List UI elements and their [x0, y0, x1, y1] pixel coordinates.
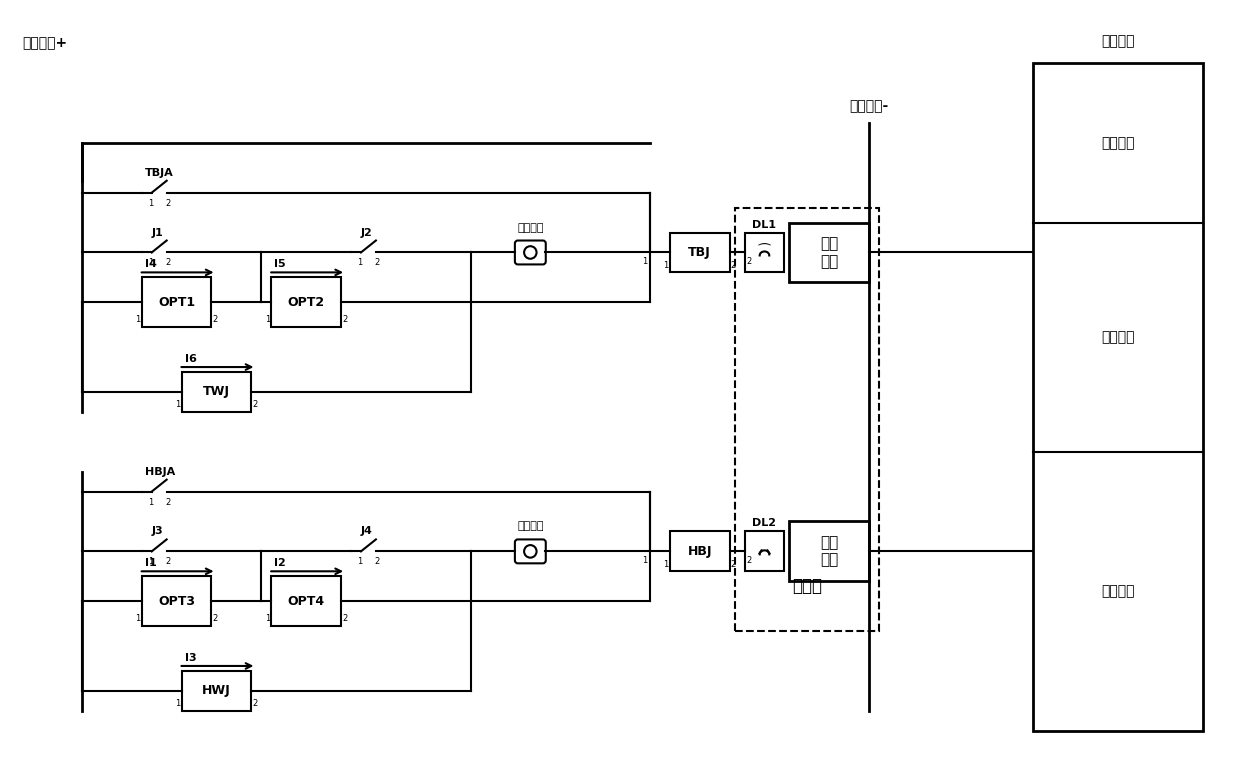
Text: 2: 2	[253, 699, 258, 708]
Text: DL2: DL2	[753, 518, 776, 529]
Text: 断路器: 断路器	[792, 578, 822, 595]
Text: 跳闸压板: 跳闸压板	[517, 223, 543, 232]
Text: 2: 2	[342, 315, 347, 324]
Text: 1: 1	[148, 498, 154, 507]
Text: 1: 1	[641, 258, 647, 267]
Text: 2: 2	[165, 557, 170, 566]
Text: J4: J4	[361, 527, 373, 536]
Bar	[790, 521, 869, 581]
Bar	[141, 277, 212, 327]
Text: 2: 2	[730, 261, 735, 271]
Text: TWJ: TWJ	[203, 386, 229, 399]
Text: 1: 1	[663, 261, 668, 271]
Text: 控制电源: 控制电源	[1101, 136, 1135, 150]
Bar	[1033, 63, 1203, 731]
FancyBboxPatch shape	[515, 539, 546, 563]
Text: 2: 2	[165, 199, 170, 208]
Text: OPT1: OPT1	[157, 296, 195, 309]
Text: 2: 2	[165, 258, 170, 267]
Text: HBJA: HBJA	[145, 466, 175, 477]
Text: 1: 1	[148, 557, 154, 566]
Text: 合闸
线圈: 合闸 线圈	[820, 535, 838, 568]
Text: 2: 2	[746, 556, 751, 565]
Text: 1: 1	[641, 556, 647, 565]
Bar	[272, 576, 341, 626]
Text: 1: 1	[265, 315, 270, 324]
Text: 2: 2	[342, 614, 347, 623]
Text: I3: I3	[185, 653, 196, 663]
Text: 1: 1	[148, 199, 154, 208]
Text: 控制电源: 控制电源	[1101, 34, 1135, 48]
Ellipse shape	[525, 545, 537, 558]
Text: 1: 1	[148, 258, 154, 267]
Text: TBJ: TBJ	[688, 246, 711, 259]
Bar	[670, 232, 729, 272]
Bar	[744, 531, 785, 572]
Text: 1: 1	[265, 614, 270, 623]
Text: I6: I6	[185, 354, 196, 364]
Text: 1: 1	[135, 315, 141, 324]
Text: I1: I1	[145, 559, 156, 568]
Text: HBJ: HBJ	[687, 545, 712, 558]
Bar	[744, 232, 785, 272]
Bar	[734, 207, 879, 631]
Ellipse shape	[525, 246, 537, 259]
Bar	[272, 277, 341, 327]
Bar	[790, 223, 869, 283]
Text: 跳闸回路: 跳闸回路	[1101, 330, 1135, 344]
Text: I2: I2	[274, 559, 286, 568]
Text: HWJ: HWJ	[202, 684, 231, 697]
Text: OPT3: OPT3	[159, 594, 195, 607]
Text: 1: 1	[175, 699, 181, 708]
Text: 2: 2	[212, 614, 218, 623]
Text: 合闸压板: 合闸压板	[517, 521, 543, 531]
Text: 2: 2	[730, 560, 735, 569]
Text: J2: J2	[361, 228, 373, 238]
Bar	[141, 576, 212, 626]
Bar	[181, 671, 252, 711]
Bar	[670, 531, 729, 572]
Text: 1: 1	[357, 557, 362, 566]
Text: 2: 2	[212, 315, 218, 324]
Text: ⁀: ⁀	[759, 245, 770, 260]
Text: I5: I5	[274, 259, 286, 270]
Text: 1: 1	[135, 614, 141, 623]
Text: 1: 1	[663, 560, 668, 569]
Text: I4: I4	[145, 259, 156, 270]
Text: 1: 1	[357, 258, 362, 267]
Text: 1: 1	[175, 400, 181, 409]
Text: 2: 2	[374, 258, 379, 267]
Text: 操作电源+: 操作电源+	[22, 37, 67, 50]
Text: OPT4: OPT4	[288, 594, 325, 607]
Text: J3: J3	[151, 527, 164, 536]
Bar	[181, 372, 252, 412]
Text: 合闸回路: 合闸回路	[1101, 584, 1135, 598]
Text: J1: J1	[151, 228, 164, 238]
Text: 跳闸
线圈: 跳闸 线圈	[820, 236, 838, 269]
Text: 2: 2	[374, 557, 379, 566]
Text: 2: 2	[253, 400, 258, 409]
Text: 2: 2	[165, 498, 170, 507]
Text: TBJA: TBJA	[145, 168, 174, 178]
Text: 2: 2	[746, 258, 751, 267]
FancyBboxPatch shape	[515, 241, 546, 264]
Text: 操作电源-: 操作电源-	[849, 99, 889, 113]
Text: OPT2: OPT2	[288, 296, 325, 309]
Text: DL1: DL1	[753, 219, 776, 229]
